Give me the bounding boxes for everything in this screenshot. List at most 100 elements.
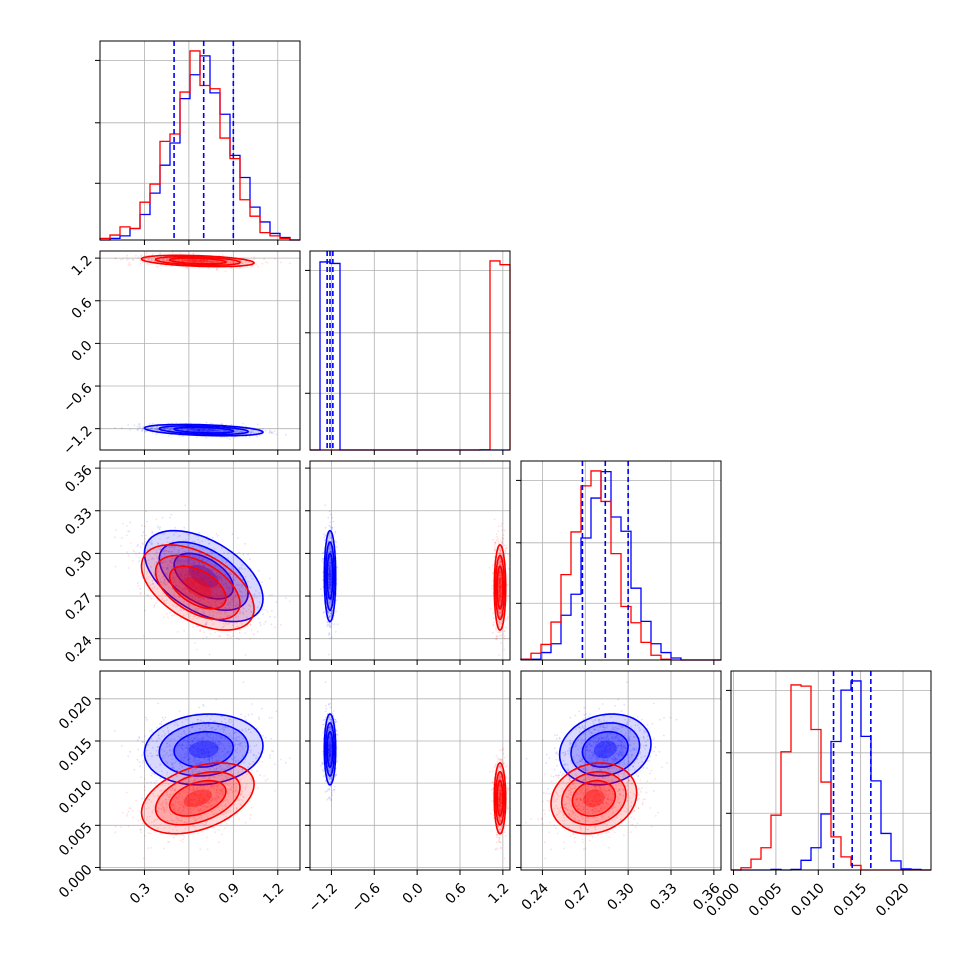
x-tick-label-0-0: 0.3 <box>127 880 154 907</box>
panel-background <box>310 461 510 660</box>
density-fill-series-1 <box>155 555 240 620</box>
y-tick-label-2-4: 0.36 <box>62 462 95 495</box>
panel-frame <box>99 250 301 451</box>
x-tick-label-2-3: 0.33 <box>647 880 680 913</box>
scatter-panel-3-2 <box>516 670 722 875</box>
y-tick-label-3-3: 0.015 <box>56 735 96 775</box>
x-tick-label-1-4: 1.2 <box>485 880 512 907</box>
density-contour-series-1 <box>168 779 227 817</box>
density-fill-series-0 <box>328 740 332 759</box>
density-contour-series-1 <box>496 779 504 817</box>
scatter-panel-1-0 <box>95 250 301 455</box>
density-fill-series-1 <box>497 780 503 816</box>
scatter-panel-2-0 <box>95 460 301 665</box>
density-contour-series-1 <box>496 565 504 610</box>
density-fill-series-0 <box>327 731 333 768</box>
panel-frame <box>520 670 722 871</box>
density-contour-series-1 <box>493 762 507 835</box>
density-fill-series-1 <box>498 576 502 599</box>
x-tick-label-3-3: 0.015 <box>831 880 871 920</box>
panel-frame <box>730 670 932 871</box>
density-contour-series-0 <box>570 722 641 777</box>
scatter-panel-2-1 <box>305 460 511 665</box>
x-tick-label-0-3: 1.2 <box>260 880 287 907</box>
density-contour-series-0 <box>324 541 336 612</box>
density-fill-series-0 <box>327 553 333 599</box>
density-contour-series-0 <box>558 713 652 786</box>
panel-background <box>310 671 510 870</box>
density-fill-series-0 <box>174 553 234 599</box>
density-fill-series-0 <box>174 731 234 768</box>
density-contour-series-0 <box>158 722 249 777</box>
panel-frame <box>309 670 511 871</box>
density-fill-series-0 <box>188 564 219 588</box>
y-tick-label-3-2: 0.010 <box>56 777 96 817</box>
y-tick-label-2-0: 0.24 <box>62 633 95 666</box>
y-tick-label-3-0: 0.000 <box>56 862 96 902</box>
density-contour-series-1 <box>140 544 255 631</box>
panel-frame <box>309 460 511 661</box>
density-contour-series-1 <box>168 257 227 265</box>
density-contour-series-1 <box>494 770 506 826</box>
density-contour-series-1 <box>168 565 227 610</box>
density-contour-series-0 <box>173 552 235 600</box>
hist-panel-2 <box>516 460 722 665</box>
panel-frame <box>520 460 722 661</box>
density-fill-series-1 <box>141 762 255 834</box>
density-fill-series-0 <box>582 731 629 768</box>
panel-frame <box>99 40 301 241</box>
scatter-points-series-1 <box>114 747 291 860</box>
density-contour-series-1 <box>154 255 241 266</box>
panel-background <box>310 251 510 450</box>
density-fill-series-0 <box>593 740 617 759</box>
x-tick-label-2-2: 0.30 <box>604 880 637 913</box>
density-contour-series-0 <box>323 529 337 623</box>
x-tick-label-0-1: 0.6 <box>171 880 198 907</box>
y-tick-label-3-1: 0.005 <box>56 820 96 860</box>
y-tick-label-2-3: 0.33 <box>62 505 95 538</box>
panel-frame <box>99 670 301 871</box>
y-tick-label-1-2: 0.0 <box>69 338 96 365</box>
y-tick-label-1-3: 0.6 <box>69 295 96 322</box>
density-contour-series-1 <box>140 254 256 268</box>
hist-panel-1 <box>305 250 511 455</box>
y-tick-label-2-1: 0.27 <box>62 590 95 623</box>
density-contour-series-1 <box>494 554 506 621</box>
density-fill-series-0 <box>188 428 219 432</box>
panel-frame <box>309 250 511 451</box>
density-fill-series-1 <box>141 544 255 631</box>
density-fill-series-1 <box>183 789 212 808</box>
density-fill-series-1 <box>183 259 212 263</box>
y-tick-label-1-1: −0.6 <box>60 380 95 415</box>
hist-panel-3 <box>726 670 932 875</box>
panel-background <box>100 671 300 870</box>
x-tick-label-3-4: 0.020 <box>873 880 913 920</box>
histogram-series-1 <box>99 50 300 241</box>
density-contour-series-1 <box>154 554 241 621</box>
density-contour-series-0 <box>173 426 235 434</box>
panel-background <box>100 251 300 450</box>
density-contour-series-0 <box>324 722 336 777</box>
density-fill-series-1 <box>572 780 616 816</box>
density-contour-series-0 <box>173 730 235 768</box>
x-tick-label-2-0: 0.24 <box>519 880 552 913</box>
x-tick-label-1-2: 0.0 <box>400 880 427 907</box>
density-fill-series-0 <box>188 740 219 759</box>
density-contour-series-0 <box>326 730 334 768</box>
density-contour-series-1 <box>140 762 255 835</box>
density-contour-series-1 <box>571 779 617 817</box>
density-contour-series-1 <box>550 762 638 835</box>
density-contour-series-1 <box>154 771 241 826</box>
density-fill-series-1 <box>155 771 240 825</box>
x-tick-label-3-1: 0.005 <box>746 880 786 920</box>
density-contour-series-0 <box>158 425 249 436</box>
scatter-panel-3-0 <box>95 670 301 875</box>
x-tick-label-1-0: −1.2 <box>306 880 341 915</box>
density-fill-series-1 <box>583 789 605 808</box>
histogram-series-1 <box>520 470 721 661</box>
density-fill-series-0 <box>328 564 332 588</box>
x-tick-label-1-1: −0.6 <box>349 880 384 915</box>
histogram-series-0 <box>731 680 931 871</box>
y-tick-label-1-0: −1.2 <box>60 423 95 458</box>
